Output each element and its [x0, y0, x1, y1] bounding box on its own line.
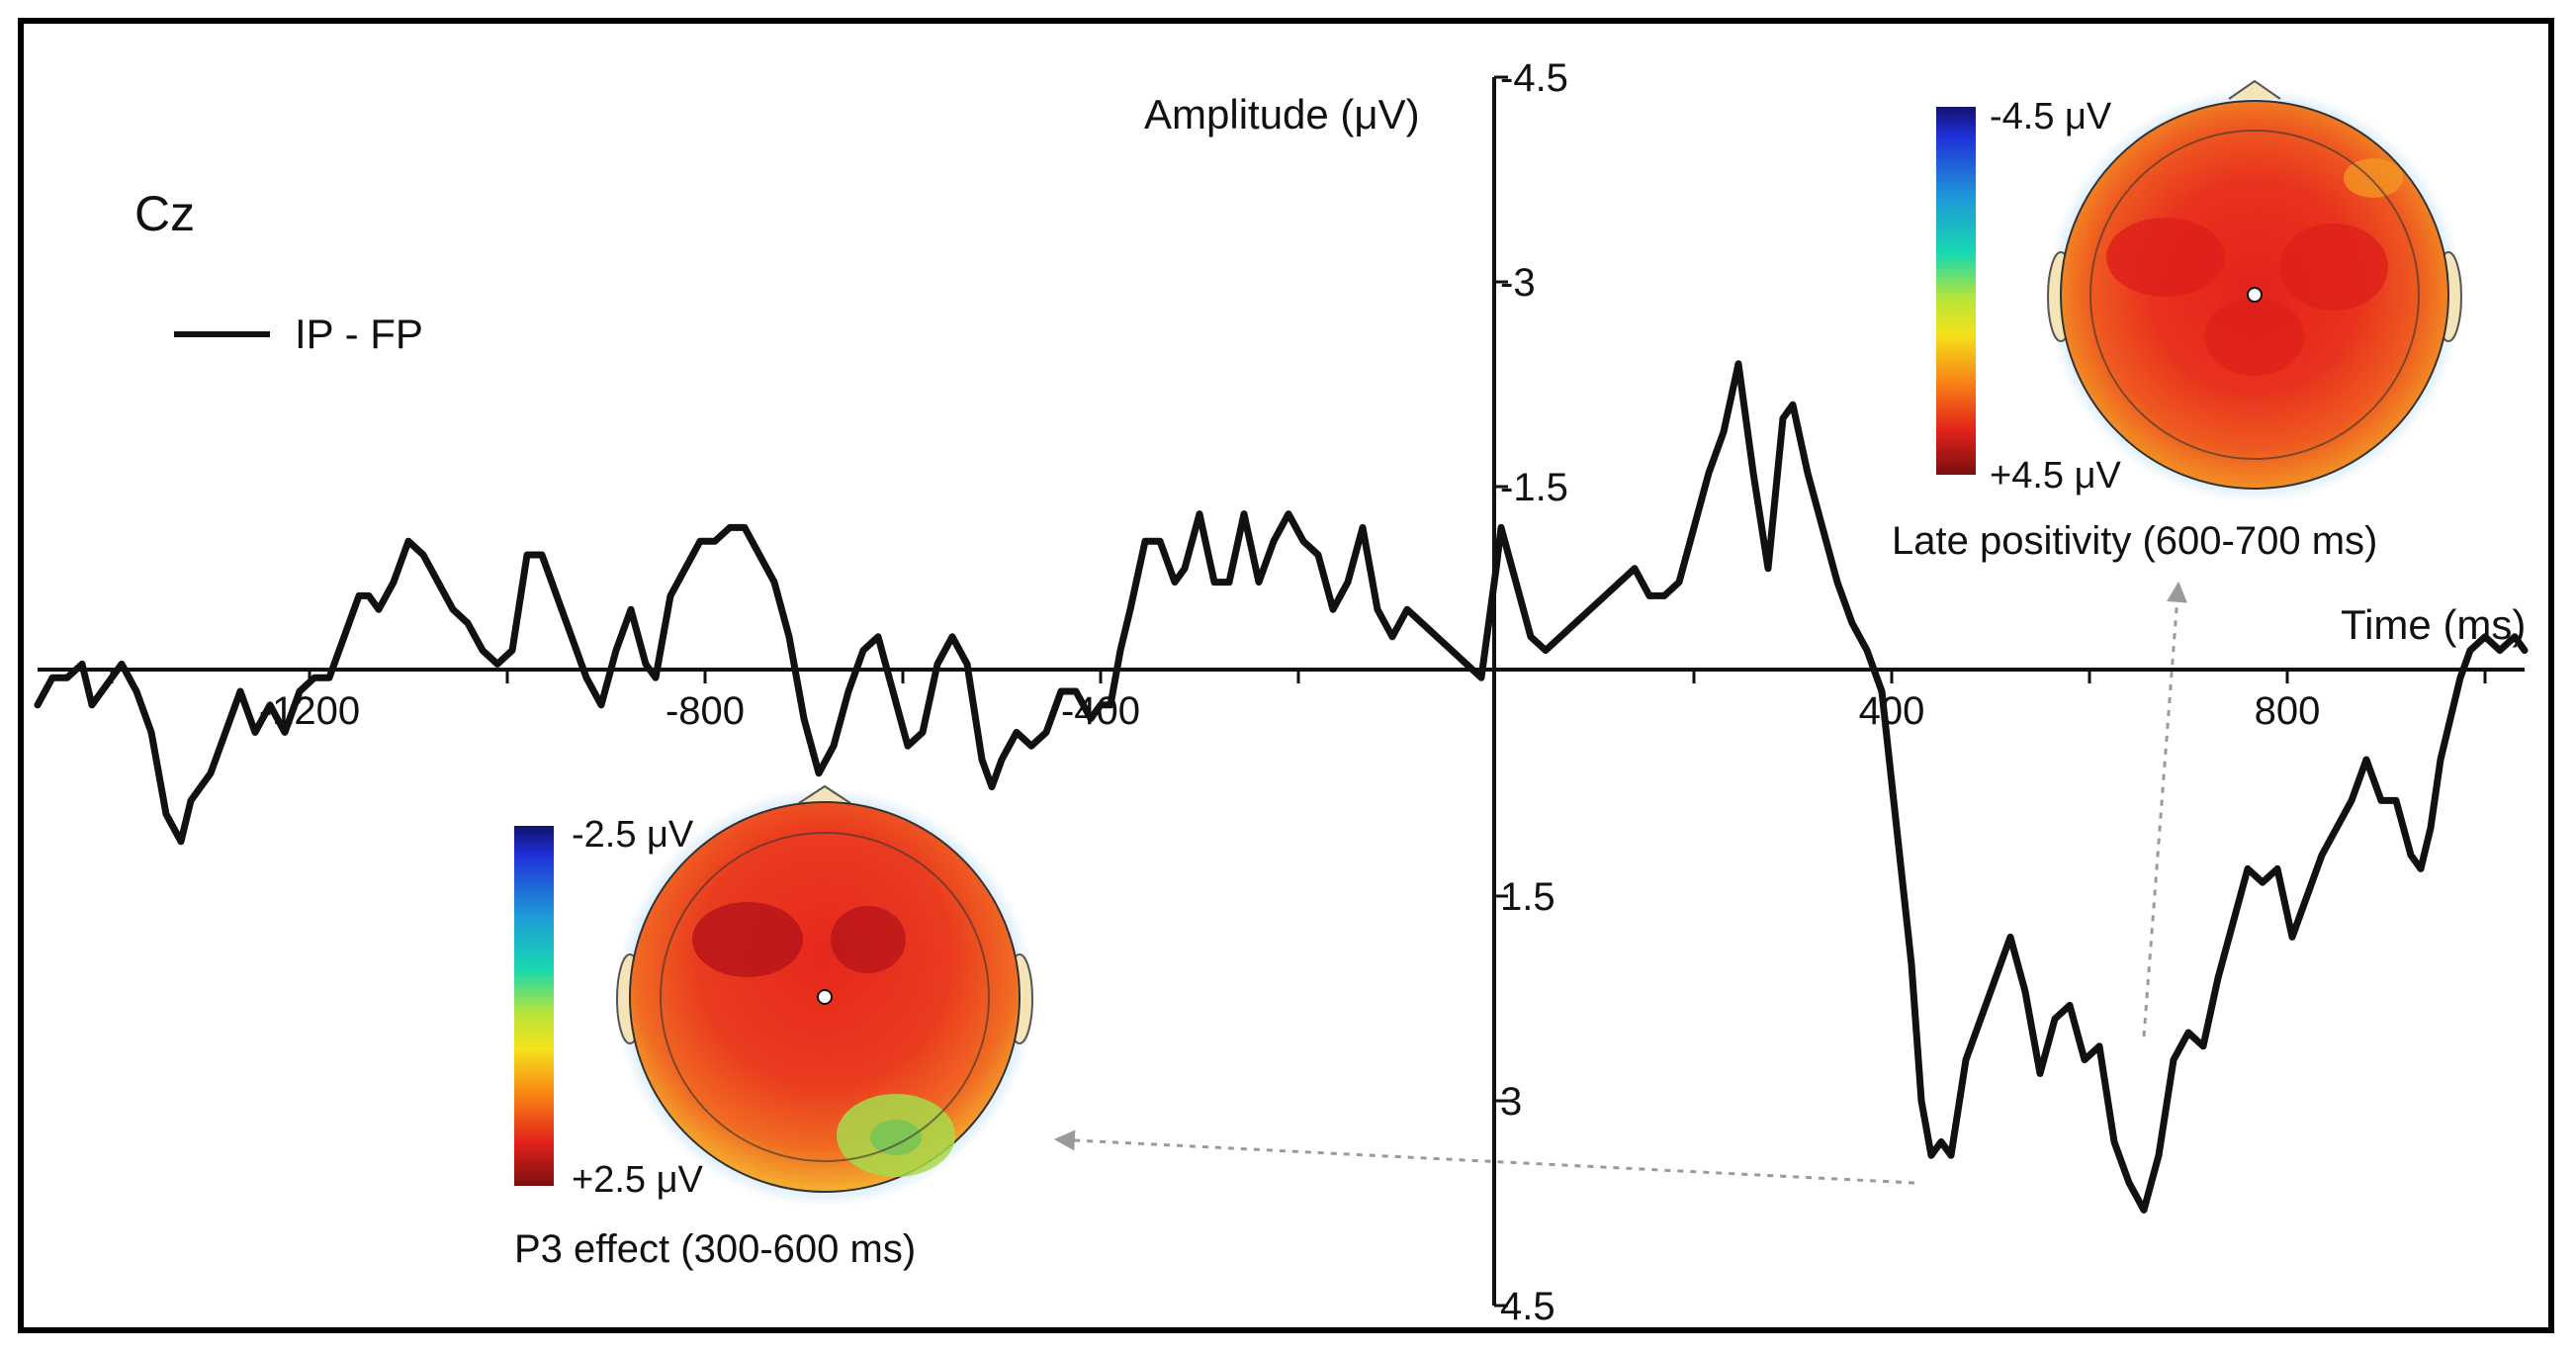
channel-label: Cz [134, 186, 195, 241]
electrode-cz-late [2247, 287, 2263, 303]
colorbar-p3-min-label: -2.5 μV [572, 814, 694, 856]
y-tick-label: -4.5 [1500, 56, 1568, 100]
head-nose-late [2228, 79, 2281, 100]
x-minor-ticks [110, 670, 2487, 683]
arrow-to-p3-map [1053, 1129, 1915, 1185]
x-tick-label: -400 [1061, 689, 1140, 733]
topomap-late-positivity: -4.5 μV +4.5 μV Late positivity (600-700… [1892, 79, 2462, 563]
topomap-late-title: Late positivity (600-700 ms) [1892, 519, 2377, 563]
y-tick-label: 3 [1500, 1080, 1522, 1124]
y-tick-label: -3 [1500, 261, 1536, 305]
x-tick-label: 400 [1859, 689, 1925, 733]
colorbar-late-min-label: -4.5 μV [1990, 96, 2112, 137]
legend-label: IP - FP [295, 311, 423, 357]
electrode-cz-p3 [817, 989, 833, 1005]
x-axis-title: Time (ms) [2341, 601, 2526, 648]
y-tick-labels: -4.5 -3 -1.5 1.5 3 4.5 [1500, 56, 1568, 1328]
x-tick-label: 800 [2255, 689, 2321, 733]
arrow-to-late-map [2142, 581, 2188, 1038]
colorbar-p3-max-label: +2.5 μV [572, 1159, 703, 1201]
y-axis-title: Amplitude (μV) [1144, 91, 1420, 137]
colorbar-p3 [514, 826, 554, 1186]
x-tick-labels: -1200 -800 -400 400 800 [259, 689, 2321, 733]
y-ticks [1494, 75, 1508, 1308]
erp-waveform-ip-fp [34, 360, 2529, 1214]
y-tick-label: -1.5 [1500, 466, 1568, 509]
y-tick-label: 1.5 [1500, 875, 1555, 919]
y-tick-label: 4.5 [1500, 1285, 1555, 1328]
colorbar-late [1936, 107, 1976, 475]
topomap-p3-title: P3 effect (300-600 ms) [514, 1227, 916, 1271]
x-tick-label: -800 [666, 689, 745, 733]
topomap-p3: -2.5 μV +2.5 μV P3 effect (300-600 ms) [514, 784, 1034, 1271]
head-nose-p3 [798, 784, 851, 804]
colorbar-late-max-label: +4.5 μV [1990, 455, 2121, 497]
